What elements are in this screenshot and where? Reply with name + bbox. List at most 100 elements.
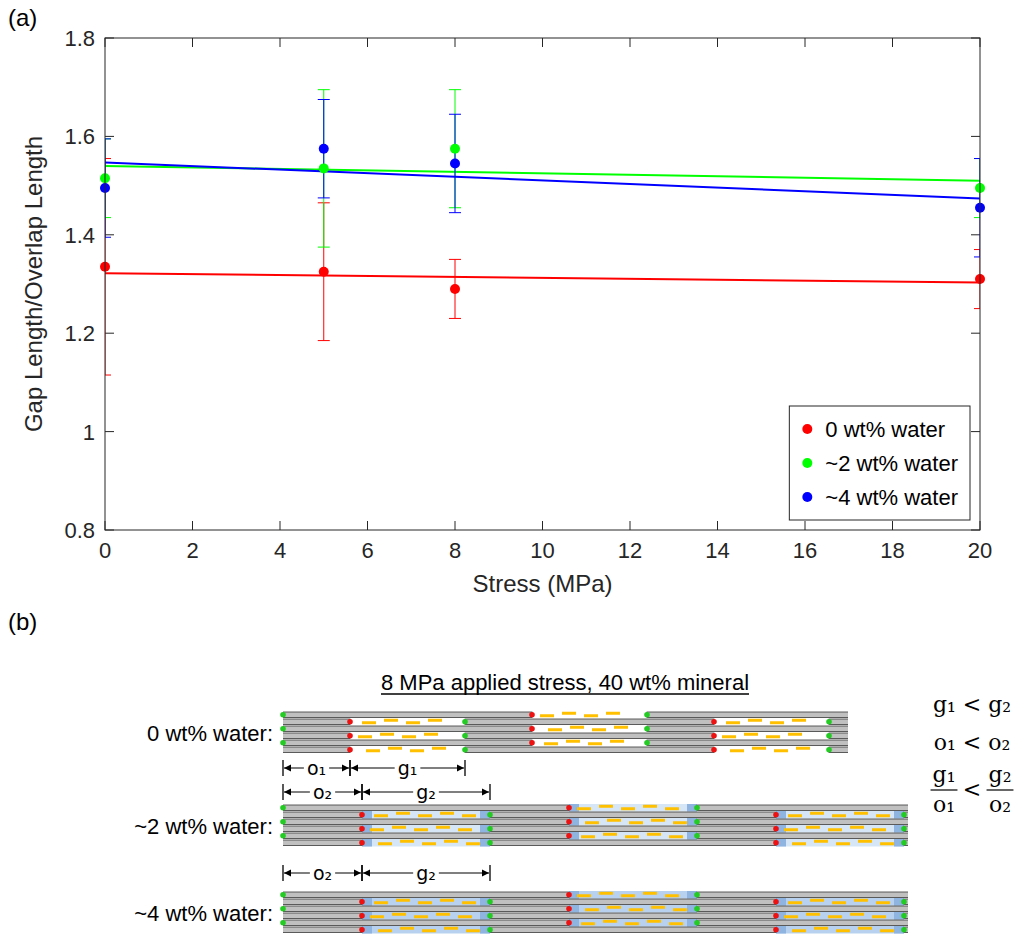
error-bar: [105, 139, 111, 237]
water: [362, 839, 490, 847]
mineral: [614, 726, 628, 729]
mineral: [880, 929, 894, 932]
legend-box: [789, 406, 970, 520]
mineral: [458, 828, 472, 831]
mineral: [366, 749, 380, 752]
legend-label: ~2 wt% water: [825, 451, 958, 476]
fibril-end: [711, 747, 717, 753]
mineral: [603, 920, 617, 923]
error-bar: [449, 114, 461, 212]
fibril-end: [487, 899, 493, 905]
mineral: [730, 749, 744, 752]
x-tick: [630, 521, 631, 530]
x-tick-label: 12: [618, 538, 642, 563]
mineral: [581, 922, 595, 925]
mineral: [418, 901, 432, 904]
fraction-bar: [931, 789, 958, 790]
fibril-end: [359, 840, 365, 846]
collagen-fibril: [490, 927, 776, 933]
mineral: [584, 714, 598, 717]
mineral: [581, 835, 595, 838]
fibril-end: [487, 812, 493, 818]
mineral: [876, 814, 890, 817]
error-bar-cap: [105, 138, 111, 139]
water: [569, 832, 697, 840]
panel-label: (b): [8, 608, 37, 635]
water: [569, 818, 697, 826]
plot-area: [105, 38, 980, 530]
mineral: [396, 812, 410, 815]
mineral: [669, 922, 683, 925]
fibril-end: [487, 826, 493, 832]
collagen-fibril: [697, 920, 908, 926]
x-tick: [280, 521, 281, 530]
y-tick: [105, 333, 114, 334]
mineral: [792, 719, 806, 722]
mineral: [876, 901, 890, 904]
y-tick-label: 1.6: [64, 124, 95, 149]
background: [0, 0, 1029, 947]
mineral: [562, 712, 576, 715]
mineral: [854, 812, 868, 815]
arrow-head: [351, 765, 358, 772]
mineral: [396, 899, 410, 902]
mineral: [788, 901, 802, 904]
y-tick-label: 1.2: [64, 321, 95, 346]
y-tick: [971, 234, 980, 235]
fibril-end: [566, 906, 572, 912]
mineral: [599, 892, 613, 895]
arrow-head: [342, 765, 349, 772]
relation: g₁ < g₂: [933, 692, 1011, 717]
error-bar-cap: [449, 259, 461, 260]
fibril-end: [644, 740, 650, 746]
fibril-end: [529, 726, 535, 732]
collagen-fibril: [697, 906, 908, 912]
mineral: [814, 927, 828, 930]
fibril-end: [487, 913, 493, 919]
fibril-row: [0, 804, 1029, 847]
collagen-fibril: [465, 733, 714, 739]
fibril-end: [773, 899, 779, 905]
collagen-fibril: [283, 826, 362, 832]
mineral: [880, 842, 894, 845]
collagen-fibril: [283, 906, 569, 912]
x-tick-label: 0: [99, 538, 111, 563]
x-tick: [630, 38, 631, 47]
mineral: [588, 742, 602, 745]
fibril-end: [462, 747, 468, 753]
mineral: [858, 927, 872, 930]
water: [569, 919, 697, 927]
mineral: [788, 814, 802, 817]
fibril-row-body: [283, 891, 908, 934]
fraction-numerator: g₁: [933, 762, 956, 787]
mineral: [647, 920, 661, 923]
water: [569, 905, 697, 913]
fibril-end: [566, 920, 572, 926]
fibril-end: [347, 719, 353, 725]
fibril-end: [487, 840, 493, 846]
x-tick-label: 20: [968, 538, 992, 563]
mineral: [752, 747, 766, 750]
y-axis-title: Gap Length/Overlap Length: [20, 136, 47, 432]
mineral: [796, 747, 810, 750]
mineral: [722, 735, 736, 738]
fibril-end: [644, 726, 650, 732]
fibril-end: [280, 712, 286, 718]
mineral: [603, 833, 617, 836]
x-axis-title: Stress (MPa): [472, 570, 612, 597]
legend-label: ~4 wt% water: [825, 485, 958, 510]
error-bar-cap: [318, 340, 330, 341]
mineral: [392, 826, 406, 829]
fibril-row: [0, 891, 1029, 934]
mineral: [810, 899, 824, 902]
mineral: [444, 840, 458, 843]
fibril-end: [280, 906, 286, 912]
fibril-end: [901, 913, 907, 919]
water: [362, 825, 490, 833]
dimension-end: [464, 760, 465, 776]
mineral: [410, 749, 424, 752]
relation-operator: <: [963, 777, 981, 802]
error-bar-cap: [105, 237, 111, 238]
x-tick: [717, 38, 718, 47]
collagen-fibril: [697, 819, 908, 825]
